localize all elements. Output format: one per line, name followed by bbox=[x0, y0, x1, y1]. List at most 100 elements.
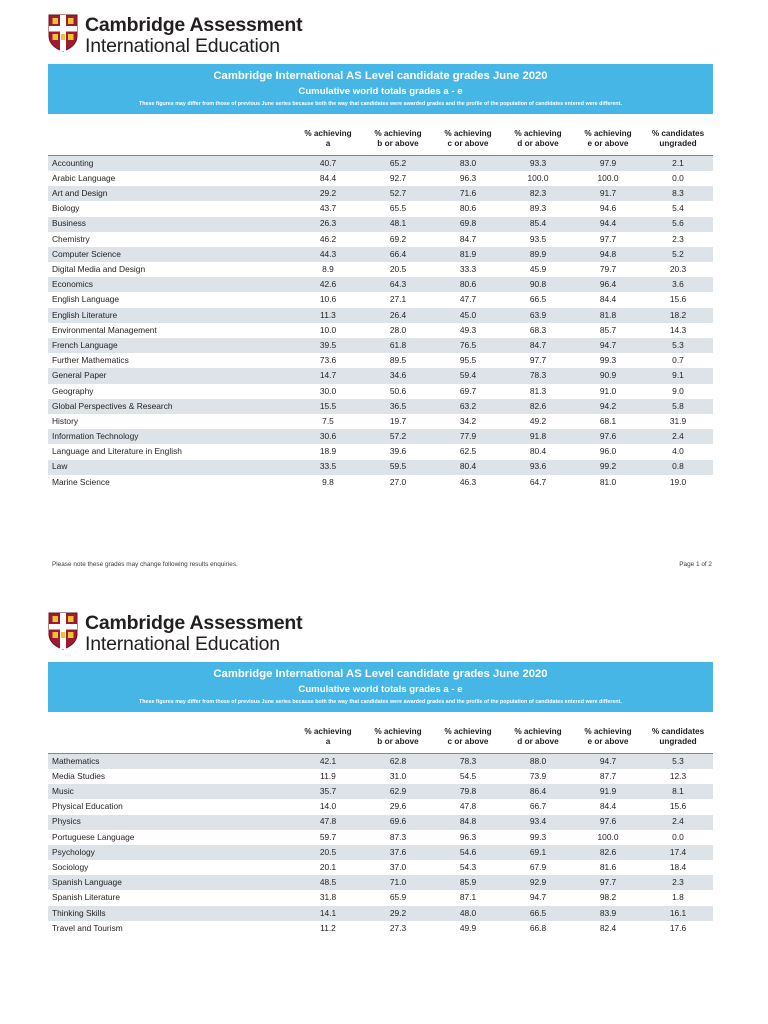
col-c-bottom: c or above bbox=[447, 736, 489, 746]
cell-subject: Digital Media and Design bbox=[52, 264, 146, 274]
cell-d: 82.6 bbox=[529, 400, 547, 411]
cell-b: 87.3 bbox=[389, 831, 407, 842]
cell-c: 48.0 bbox=[459, 907, 477, 918]
table-row: Art and Design 29.2 52.7 71.6 82.3 91.7 8.3 bbox=[48, 186, 713, 202]
col-c-top: % achieving bbox=[444, 128, 492, 138]
cell-b: 29.2 bbox=[389, 907, 407, 918]
cell-subject: Physics bbox=[52, 816, 81, 827]
cell-b: 59.5 bbox=[389, 461, 407, 472]
cell-c: 49.9 bbox=[459, 922, 477, 933]
cell-b: 39.6 bbox=[389, 446, 407, 457]
col-c-bottom: c or above bbox=[447, 138, 489, 148]
cell-u: 16.1 bbox=[669, 907, 687, 918]
grades-table-page-1: % achieving % achieving % achieving % ac… bbox=[48, 124, 713, 490]
cell-e: 91.7 bbox=[599, 188, 617, 199]
cell-a: 44.3 bbox=[319, 248, 337, 259]
report-disclaimer: These figures may differ from those of p… bbox=[139, 698, 622, 705]
cell-u: 2.4 bbox=[672, 431, 684, 442]
cell-a: 73.6 bbox=[319, 355, 337, 366]
col-subject-bottom bbox=[48, 139, 293, 156]
cell-d: 93.3 bbox=[503, 154, 573, 171]
cell-c: 80.4 bbox=[459, 461, 477, 472]
cell-b: 27.0 bbox=[389, 476, 407, 487]
cell-a: 59.7 bbox=[319, 831, 337, 842]
cell-d: 99.3 bbox=[529, 831, 547, 842]
col-a-top: % achieving bbox=[304, 128, 352, 138]
cell-e: 97.7 bbox=[599, 233, 617, 244]
cell-c: 54.5 bbox=[459, 770, 477, 781]
cell-a: 7.5 bbox=[322, 415, 334, 426]
table-row: Thinking Skills 14.1 29.2 48.0 66.5 83.9 16.1 bbox=[48, 905, 713, 921]
cell-u: 9.0 bbox=[672, 385, 684, 396]
table-row: Arabic Language 84.4 92.7 96.3 100.0 100.0 0.0 bbox=[48, 170, 713, 187]
cell-d: 80.4 bbox=[529, 446, 547, 457]
col-d-bottom: d or above bbox=[517, 736, 559, 746]
cell-b: 89.5 bbox=[389, 355, 407, 366]
cell-subject: Travel and Tourism bbox=[52, 922, 123, 933]
table-row: Media Studies 11.9 31.0 54.5 73.9 87.7 12.3 bbox=[48, 768, 713, 785]
col-c-top: % achieving bbox=[444, 726, 492, 736]
header-row-bottom: a b or above c or above d or above e or … bbox=[48, 737, 713, 754]
table-body-page-2: Mathematics 42.1 62.8 78.3 88.0 94.7 5.3 Media … bbox=[48, 752, 713, 937]
cell-d: 93.6 bbox=[529, 461, 547, 472]
cell-e: 81.6 bbox=[599, 862, 617, 872]
cell-u: 8.1 bbox=[672, 786, 684, 797]
cell-d: 90.8 bbox=[529, 279, 547, 290]
cell-c: 96.3 bbox=[459, 831, 477, 842]
cell-e: 82.4 bbox=[599, 922, 617, 933]
cell-a: 8.9 bbox=[322, 264, 334, 274]
table-row: Law 33.5 59.5 80.4 93.6 99.2 0.8 bbox=[48, 459, 713, 475]
cell-d: 49.2 bbox=[529, 415, 547, 426]
cell-b: 61.8 bbox=[389, 339, 407, 350]
report-title: Cambridge International AS Level candida… bbox=[213, 668, 548, 680]
col-a-bottom: a bbox=[325, 138, 331, 148]
cell-e: 82.6 bbox=[599, 846, 617, 857]
document-page-2: Cambridge Assessment International Educa… bbox=[0, 600, 768, 1024]
cell-d: 89.3 bbox=[529, 203, 547, 214]
col-e-bottom: e or above bbox=[587, 138, 629, 148]
cell-a: 9.8 bbox=[322, 476, 334, 487]
cell-d: 94.7 bbox=[529, 892, 547, 903]
report-title: Cambridge International AS Level candida… bbox=[213, 70, 548, 82]
cell-e: 81.0 bbox=[599, 476, 617, 487]
cell-c: 84.8 bbox=[459, 816, 477, 827]
table-row: English Literature 11.3 26.4 45.0 63.9 81.8 18… bbox=[48, 307, 713, 323]
cell-a: 30.6 bbox=[319, 431, 337, 442]
cell-b: 69.6 bbox=[389, 816, 407, 827]
cell-a: 11.3 bbox=[320, 309, 336, 320]
cell-u: 0.7 bbox=[672, 355, 684, 366]
cell-c: 83.0 bbox=[433, 154, 503, 171]
col-b-top: % achieving bbox=[374, 726, 422, 736]
table-row: Spanish Literature 31.8 65.9 87.1 94.7 98.2 1.… bbox=[48, 890, 713, 906]
cell-d: 73.9 bbox=[529, 770, 547, 781]
cell-e: 94.7 bbox=[573, 752, 643, 769]
header-row-bottom: a b or above c or above d or above e or … bbox=[48, 139, 713, 156]
cell-u: 1.8 bbox=[672, 892, 684, 903]
footer-note: Please note these grades may change foll… bbox=[52, 561, 238, 568]
cell-c: 77.9 bbox=[459, 431, 477, 442]
table-header: % achieving % achieving % achieving % ac… bbox=[48, 124, 713, 156]
table-row: Economics 42.6 64.3 80.6 90.8 96.4 3.6 bbox=[48, 277, 713, 293]
cell-subject: French Language bbox=[52, 339, 118, 350]
report-subtitle: Cumulative world totals grades a - e bbox=[298, 85, 463, 97]
cell-b: 71.0 bbox=[389, 877, 407, 888]
cell-c: 84.7 bbox=[459, 233, 477, 244]
cell-subject: Portuguese Language bbox=[52, 831, 135, 842]
table-row: Physical Education 14.0 29.6 47.8 66.7 84.4 15… bbox=[48, 799, 713, 815]
cell-u: 2.3 bbox=[672, 877, 684, 888]
cell-subject: General Paper bbox=[52, 370, 107, 381]
table-row: Travel and Tourism 11.2 27.3 49.9 66.8 82.4 17… bbox=[48, 920, 713, 937]
cell-b: 62.9 bbox=[389, 786, 407, 797]
cell-a: 11.2 bbox=[320, 922, 336, 933]
cell-c: 78.3 bbox=[433, 752, 503, 769]
cell-a: 18.9 bbox=[319, 446, 337, 457]
cell-d: 93.4 bbox=[529, 816, 547, 827]
table-row: Chemistry 46.2 69.2 84.7 93.5 97.7 2.3 bbox=[48, 231, 713, 247]
cell-c: 47.8 bbox=[459, 801, 477, 812]
cell-subject: Business bbox=[52, 218, 86, 229]
cell-e: 94.8 bbox=[599, 248, 617, 259]
cell-d: 92.9 bbox=[529, 877, 547, 888]
cell-subject: Geography bbox=[52, 385, 94, 396]
cell-d: 84.7 bbox=[529, 339, 547, 350]
cell-d: 66.7 bbox=[529, 801, 547, 812]
